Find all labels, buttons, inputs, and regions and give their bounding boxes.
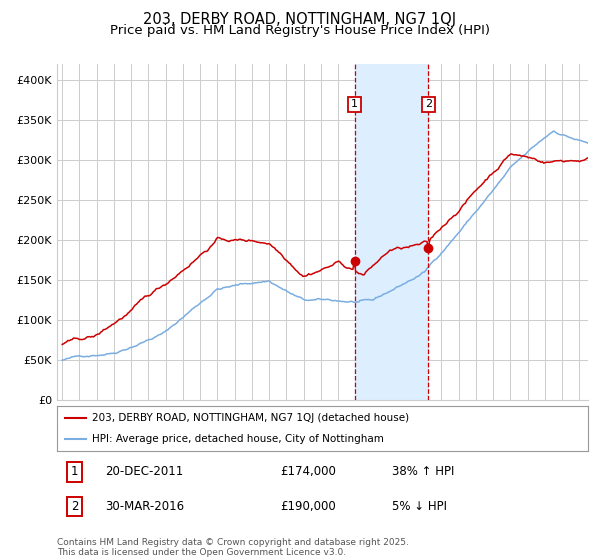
Text: Price paid vs. HM Land Registry's House Price Index (HPI): Price paid vs. HM Land Registry's House … [110,24,490,36]
Text: 2: 2 [425,100,432,109]
Text: 203, DERBY ROAD, NOTTINGHAM, NG7 1QJ (detached house): 203, DERBY ROAD, NOTTINGHAM, NG7 1QJ (de… [92,413,409,423]
Text: HPI: Average price, detached house, City of Nottingham: HPI: Average price, detached house, City… [92,433,383,444]
Text: 38% ↑ HPI: 38% ↑ HPI [392,465,454,478]
Text: 1: 1 [71,465,78,478]
Bar [355,64,428,400]
Text: 20-DEC-2011: 20-DEC-2011 [105,465,183,478]
Text: £174,000: £174,000 [280,465,336,478]
Text: 30-MAR-2016: 30-MAR-2016 [105,500,184,513]
Text: Contains HM Land Registry data © Crown copyright and database right 2025.
This d: Contains HM Land Registry data © Crown c… [57,538,409,557]
Text: 2: 2 [71,500,78,513]
Text: 5% ↓ HPI: 5% ↓ HPI [392,500,446,513]
Text: 1: 1 [351,100,358,109]
Text: 203, DERBY ROAD, NOTTINGHAM, NG7 1QJ: 203, DERBY ROAD, NOTTINGHAM, NG7 1QJ [143,12,457,27]
Text: £190,000: £190,000 [280,500,336,513]
